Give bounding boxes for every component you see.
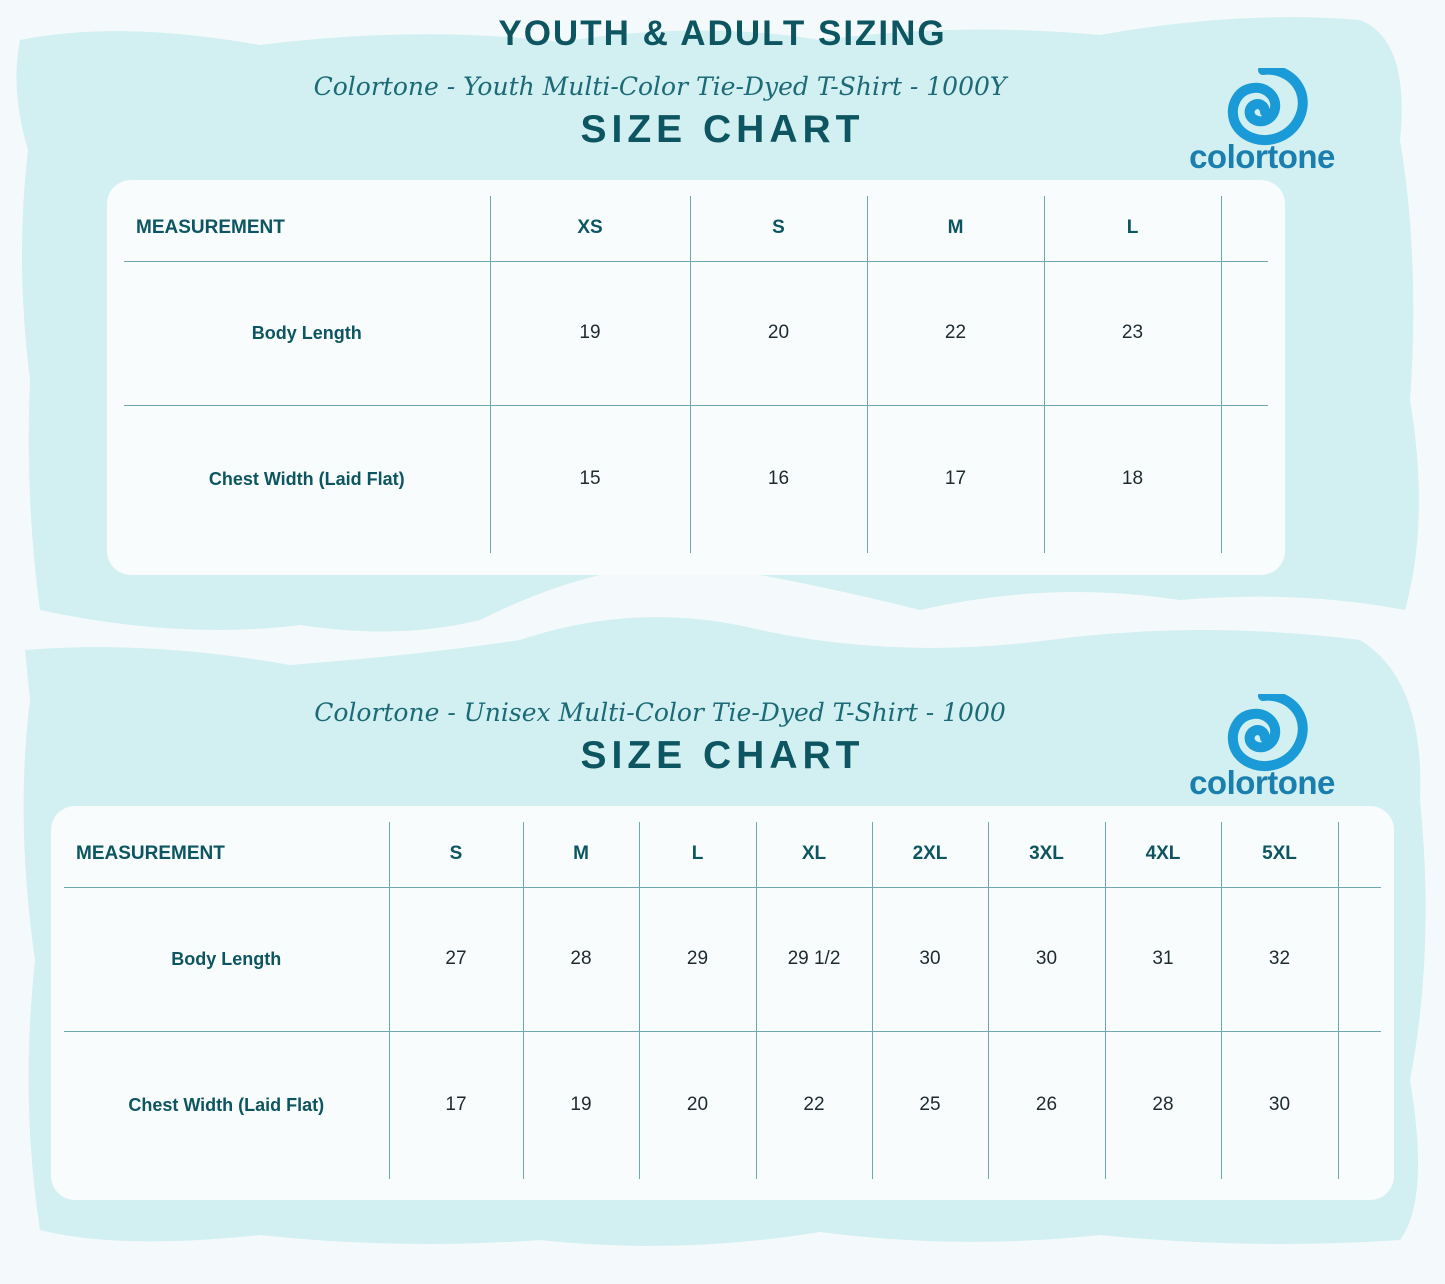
- empty-cell: [1220, 404, 1268, 553]
- adult-subtitle: Colortone - Unisex Multi-Color Tie-Dyed …: [314, 698, 1006, 727]
- size-header-3xl: 3XL: [987, 822, 1106, 887]
- size-header-4xl: 4XL: [1104, 822, 1222, 887]
- table-cell: 30: [871, 886, 989, 1031]
- size-header-l: L: [1043, 196, 1222, 261]
- youth-size-table: MEASUREMENT XS S M L Body Length 19 20 2…: [124, 196, 1268, 553]
- size-header-xs: XS: [489, 196, 691, 261]
- table-header-row: MEASUREMENT XS S M L: [124, 196, 1268, 261]
- youth-chart-title: SIZE CHART: [580, 108, 865, 151]
- logo-text: colortone: [1189, 138, 1335, 175]
- row-label-body-length: Body Length: [64, 886, 390, 1031]
- table-cell: 29: [638, 886, 757, 1031]
- table-cell: 20: [689, 260, 868, 405]
- table-cell: 22: [755, 1030, 873, 1179]
- table-cell: 27: [388, 886, 524, 1031]
- table-cell: 20: [638, 1030, 757, 1179]
- youth-colortone-logo: colortone: [1177, 68, 1347, 188]
- adult-chart-title: SIZE CHART: [580, 734, 865, 777]
- logo-text: colortone: [1189, 764, 1335, 801]
- size-header-m: M: [522, 822, 640, 887]
- table-cell: 29 1/2: [755, 886, 873, 1031]
- table-cell: 19: [489, 260, 691, 405]
- table-cell: 25: [871, 1030, 989, 1179]
- empty-cell: [1337, 1030, 1381, 1179]
- size-header-m: M: [866, 196, 1045, 261]
- table-cell: 22: [866, 260, 1045, 405]
- size-header-5xl: 5XL: [1220, 822, 1339, 887]
- size-header-2xl: 2XL: [871, 822, 989, 887]
- main-title: YOUTH & ADULT SIZING: [498, 14, 947, 53]
- row-label-body-length: Body Length: [124, 260, 491, 405]
- row-label-chest-width: Chest Width (Laid Flat): [64, 1030, 390, 1179]
- table-cell: 30: [1220, 1030, 1339, 1179]
- youth-size-table-card: MEASUREMENT XS S M L Body Length 19 20 2…: [107, 180, 1285, 575]
- youth-subtitle: Colortone - Youth Multi-Color Tie-Dyed T…: [313, 72, 1007, 101]
- table-row: Chest Width (Laid Flat) 17 19 20 22 25 2…: [64, 1030, 1381, 1179]
- empty-cell: [1220, 196, 1268, 261]
- table-cell: 19: [522, 1030, 640, 1179]
- table-cell: 31: [1104, 886, 1222, 1031]
- table-cell: 26: [987, 1030, 1106, 1179]
- empty-cell: [1337, 886, 1381, 1031]
- table-cell: 28: [522, 886, 640, 1031]
- table-cell: 16: [689, 404, 868, 553]
- empty-cell: [1337, 822, 1381, 887]
- spiral-logo-icon: [1228, 694, 1308, 771]
- table-cell: 15: [489, 404, 691, 553]
- adult-colortone-logo: colortone: [1177, 694, 1347, 814]
- table-row: Body Length 19 20 22 23: [124, 260, 1268, 405]
- size-header-s: S: [388, 822, 524, 887]
- spiral-logo-icon: [1228, 68, 1308, 145]
- empty-cell: [1220, 260, 1268, 405]
- adult-size-table-card: MEASUREMENT S M L XL 2XL 3XL 4XL 5XL Bod…: [51, 806, 1394, 1200]
- measurement-header: MEASUREMENT: [124, 196, 491, 261]
- adult-size-table: MEASUREMENT S M L XL 2XL 3XL 4XL 5XL Bod…: [64, 822, 1381, 1179]
- table-cell: 17: [866, 404, 1045, 553]
- table-header-row: MEASUREMENT S M L XL 2XL 3XL 4XL 5XL: [64, 822, 1381, 887]
- size-header-s: S: [689, 196, 868, 261]
- table-cell: 18: [1043, 404, 1222, 553]
- size-header-xl: XL: [755, 822, 873, 887]
- table-cell: 30: [987, 886, 1106, 1031]
- table-row: Chest Width (Laid Flat) 15 16 17 18: [124, 404, 1268, 553]
- table-cell: 23: [1043, 260, 1222, 405]
- table-cell: 28: [1104, 1030, 1222, 1179]
- table-cell: 17: [388, 1030, 524, 1179]
- measurement-header: MEASUREMENT: [64, 822, 390, 887]
- size-header-l: L: [638, 822, 757, 887]
- row-label-chest-width: Chest Width (Laid Flat): [124, 404, 491, 553]
- table-row: Body Length 27 28 29 29 1/2 30 30 31 32: [64, 886, 1381, 1031]
- table-cell: 32: [1220, 886, 1339, 1031]
